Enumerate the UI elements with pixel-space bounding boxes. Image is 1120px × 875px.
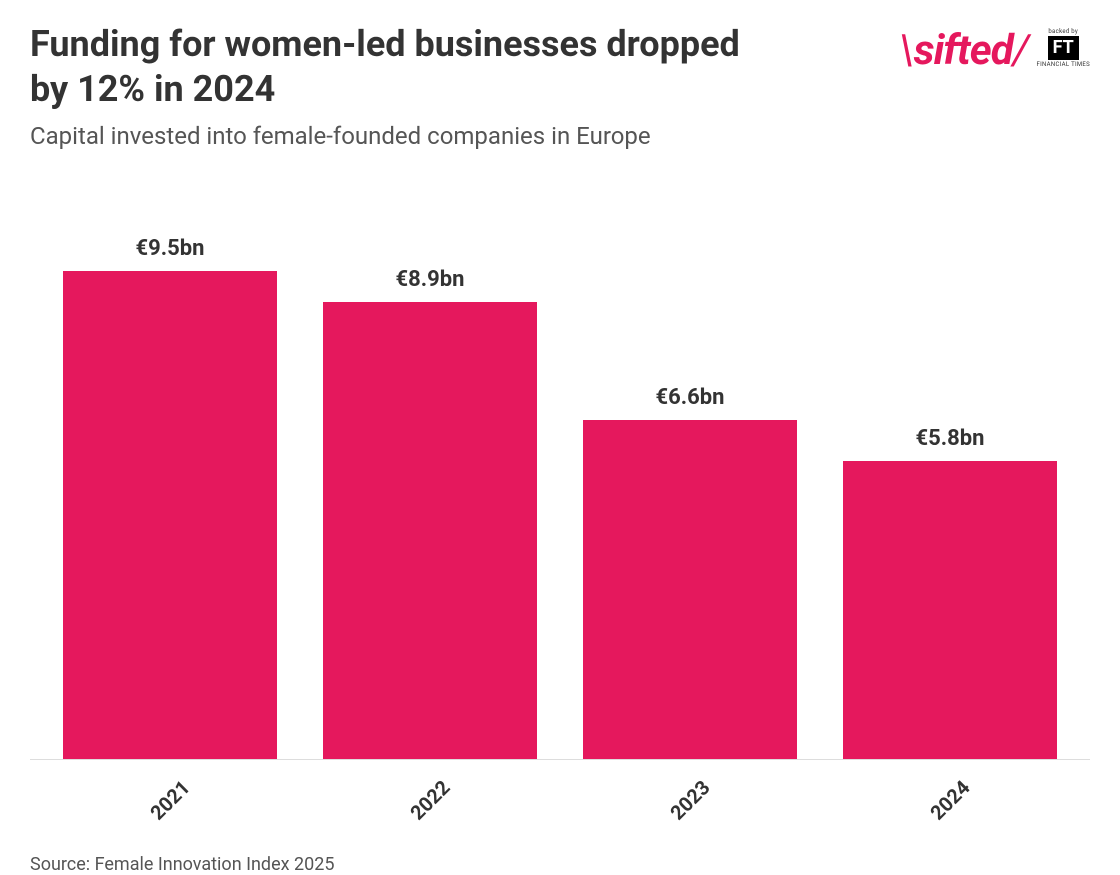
ft-name: FINANCIAL TIMES	[1036, 61, 1090, 68]
x-axis-label: 2024	[925, 775, 974, 824]
header: Funding for women-led businesses dropped…	[30, 22, 1090, 150]
x-axis-label: 2023	[665, 775, 714, 824]
title-block: Funding for women-led businesses dropped…	[30, 22, 760, 150]
x-axis-label: 2021	[145, 775, 194, 824]
source-text: Source: Female Innovation Index 2025	[30, 854, 1090, 875]
bar-value-label: €9.5bn	[136, 236, 205, 261]
x-label-wrap: 2021	[40, 788, 300, 812]
x-axis-labels: 2021202220232024	[30, 788, 1090, 812]
bar-wrap: €8.9bn	[300, 220, 560, 759]
bar	[843, 461, 1056, 759]
logo-block: \sifted/ backed by FT FINANCIAL TIMES	[898, 22, 1090, 75]
x-label-wrap: 2022	[300, 788, 560, 812]
bar-wrap: €5.8bn	[820, 220, 1080, 759]
bar	[323, 302, 536, 759]
bar-value-label: €8.9bn	[396, 267, 465, 292]
ft-badge: backed by FT FINANCIAL TIMES	[1036, 28, 1090, 68]
x-axis-label: 2022	[405, 775, 454, 824]
slash-icon: \	[898, 26, 914, 75]
x-label-wrap: 2024	[820, 788, 1080, 812]
bar-value-label: €6.6bn	[656, 385, 725, 410]
slash-icon: /	[1013, 26, 1029, 75]
x-label-wrap: 2023	[560, 788, 820, 812]
bar-wrap: €6.6bn	[560, 220, 820, 759]
chart-subtitle: Capital invested into female-founded com…	[30, 122, 760, 150]
bar	[583, 420, 796, 759]
ft-logo-icon: FT	[1048, 36, 1079, 60]
sifted-wordmark: sifted	[914, 26, 1013, 75]
sifted-logo: \sifted/	[898, 26, 1029, 75]
ft-backed-by: backed by	[1048, 28, 1078, 35]
bar-wrap: €9.5bn	[40, 220, 300, 759]
bar-value-label: €5.8bn	[916, 426, 985, 451]
chart-title: Funding for women-led businesses dropped…	[30, 22, 760, 112]
bar	[63, 271, 276, 759]
bar-chart: €9.5bn €8.9bn €6.6bn €5.8bn	[30, 220, 1090, 760]
